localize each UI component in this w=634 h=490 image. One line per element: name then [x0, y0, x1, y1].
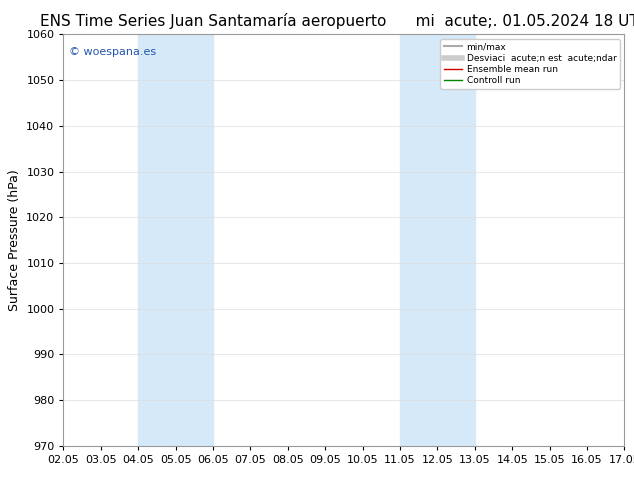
- Legend: min/max, Desviaci  acute;n est  acute;ndar, Ensemble mean run, Controll run: min/max, Desviaci acute;n est acute;ndar…: [441, 39, 620, 89]
- Title: ENS Time Series Juan Santamaría aeropuerto      mi  acute;. 01.05.2024 18 UTC: ENS Time Series Juan Santamaría aeropuer…: [40, 13, 634, 29]
- Bar: [400, 34, 475, 446]
- Bar: [138, 34, 213, 446]
- Y-axis label: Surface Pressure (hPa): Surface Pressure (hPa): [8, 169, 21, 311]
- Text: © woespana.es: © woespana.es: [69, 47, 156, 57]
